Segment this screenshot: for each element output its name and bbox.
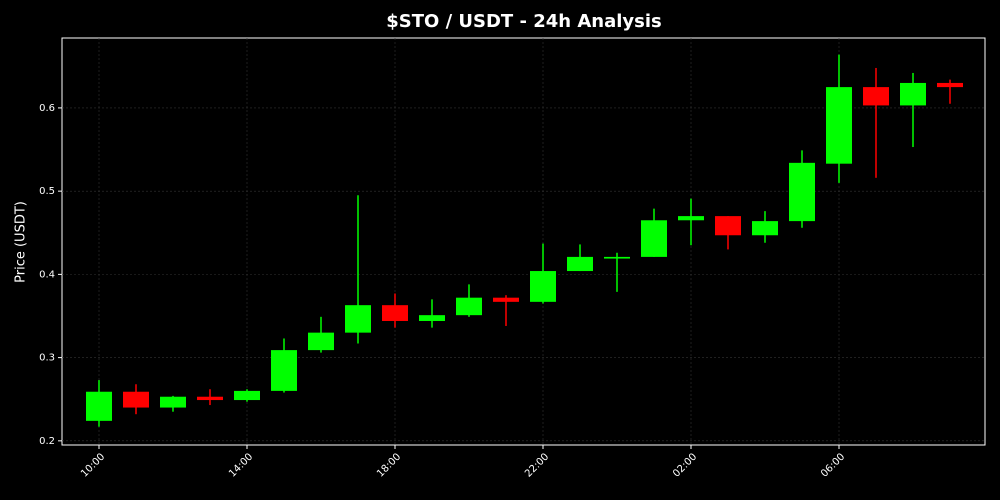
candle-body xyxy=(419,315,445,321)
candle-body xyxy=(900,82,926,106)
candle-body xyxy=(382,305,408,321)
candle-body xyxy=(123,391,149,408)
candle-body xyxy=(345,305,371,333)
candle-body xyxy=(493,297,519,302)
y-tick-label: 0.6 xyxy=(39,103,55,114)
y-tick-label: 0.3 xyxy=(39,353,55,364)
candle-body xyxy=(234,390,260,401)
candle-body xyxy=(604,256,630,259)
y-tick-label: 0.4 xyxy=(39,269,55,280)
candle-body xyxy=(789,162,815,222)
candle-body xyxy=(456,297,482,316)
candle-body xyxy=(937,82,963,88)
y-axis-label: Price (USDT) xyxy=(14,201,29,283)
candle-body xyxy=(641,220,667,257)
candle-body xyxy=(678,216,704,221)
candle-body xyxy=(197,396,223,401)
x-tick-label: 18:00 xyxy=(375,451,403,479)
candle-body xyxy=(567,256,593,272)
x-tick-label: 06:00 xyxy=(819,451,847,479)
candle-body xyxy=(271,350,297,391)
x-tick-label: 22:00 xyxy=(523,451,551,479)
x-tick-label: 02:00 xyxy=(671,451,699,479)
candle-body xyxy=(715,216,741,236)
candle-body xyxy=(160,396,186,408)
candle-body xyxy=(863,87,889,106)
candle-body xyxy=(86,391,112,421)
y-tick-label: 0.5 xyxy=(39,186,55,197)
candle-body xyxy=(530,271,556,302)
chart-title: $STO / USDT - 24h Analysis xyxy=(386,11,662,32)
x-tick-label: 10:00 xyxy=(79,451,107,479)
candle-body xyxy=(826,87,852,164)
candle-body xyxy=(752,221,778,236)
y-tick-label: 0.2 xyxy=(39,436,55,447)
x-tick-label: 14:00 xyxy=(227,451,255,479)
candle-body xyxy=(308,332,334,351)
